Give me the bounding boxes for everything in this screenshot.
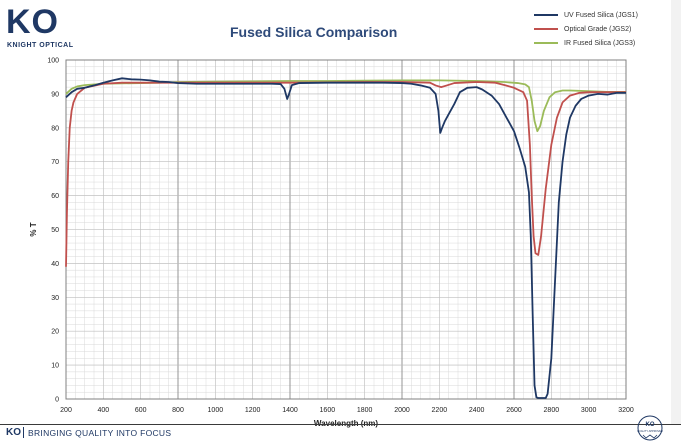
- y-tick-label: 10: [51, 363, 59, 370]
- x-tick-label: 3000: [581, 407, 597, 414]
- y-tick-label: 70: [51, 159, 59, 166]
- footer-divider: [0, 424, 681, 425]
- x-tick-label: 1600: [320, 407, 336, 414]
- series-layer: [65, 77, 626, 399]
- seal-logo-text: KO: [646, 422, 655, 428]
- right-edge-bar: [671, 0, 681, 424]
- legend-swatch-jgs1: [534, 14, 558, 16]
- y-tick-label: 80: [51, 125, 59, 132]
- legend-label-jgs2: Optical Grade (JGS2): [564, 25, 632, 33]
- y-tick-labels: 0 10 20 30 40 50 60 70 80 90 100: [47, 58, 59, 404]
- x-tick-label: 3200: [618, 407, 634, 414]
- logo-subtitle: KNIGHT OPTICAL: [7, 42, 74, 49]
- legend-label-jgs3: IR Fused Silica (JGS3): [564, 39, 636, 47]
- x-tick-label: 2000: [394, 407, 410, 414]
- legend: UV Fused Silica (JGS1) Optical Grade (JG…: [534, 8, 638, 50]
- chart-title: Fused Silica Comparison: [230, 24, 398, 40]
- legend-label-jgs1: UV Fused Silica (JGS1): [564, 11, 638, 19]
- footer: KO BRINGING QUALITY INTO FOCUS: [0, 424, 681, 441]
- legend-swatch-jgs3: [534, 42, 558, 44]
- x-tick-label: 200: [60, 407, 72, 414]
- y-tick-label: 100: [47, 58, 59, 65]
- y-tick-label: 40: [51, 261, 59, 268]
- x-tick-label: 1000: [208, 407, 224, 414]
- x-tick-label: 1800: [357, 407, 373, 414]
- legend-item-jgs3: IR Fused Silica (JGS3): [534, 36, 638, 50]
- x-tick-label: 2600: [506, 407, 522, 414]
- legend-item-jgs2: Optical Grade (JGS2): [534, 22, 638, 36]
- y-tick-label: 30: [51, 295, 59, 302]
- y-axis-label: % T: [29, 222, 38, 236]
- x-tick-label: 1400: [282, 407, 298, 414]
- quality-approved-seal-icon: KO QUALITY APPROVED: [637, 415, 663, 441]
- x-tick-label: 400: [97, 407, 109, 414]
- x-tick-label: 2200: [432, 407, 448, 414]
- x-tick-label: 2800: [544, 407, 560, 414]
- footer-logo: KO: [6, 427, 21, 438]
- y-tick-label: 90: [51, 91, 59, 98]
- footer-separator: [23, 427, 24, 438]
- x-tick-labels: 200 400 600 800 1000 1200 1400 1600 1800 2000 2200…: [60, 407, 634, 414]
- x-tick-label: 800: [172, 407, 184, 414]
- footer-tagline: BRINGING QUALITY INTO FOCUS: [28, 428, 172, 438]
- x-tick-label: 2400: [469, 407, 485, 414]
- legend-swatch-jgs2: [534, 28, 558, 30]
- seal-caption: QUALITY APPROVED: [637, 429, 663, 433]
- series-line-jgs1: [65, 77, 626, 399]
- y-tick-label: 0: [55, 397, 59, 404]
- y-tick-label: 60: [51, 193, 59, 200]
- x-axis-label: Wavelength (nm): [314, 419, 378, 428]
- legend-item-jgs1: UV Fused Silica (JGS1): [534, 8, 638, 22]
- x-tick-label: 600: [135, 407, 147, 414]
- logo: KO: [6, 3, 59, 41]
- y-tick-label: 50: [51, 227, 59, 234]
- y-tick-label: 20: [51, 329, 59, 336]
- x-tick-label: 1200: [245, 407, 261, 414]
